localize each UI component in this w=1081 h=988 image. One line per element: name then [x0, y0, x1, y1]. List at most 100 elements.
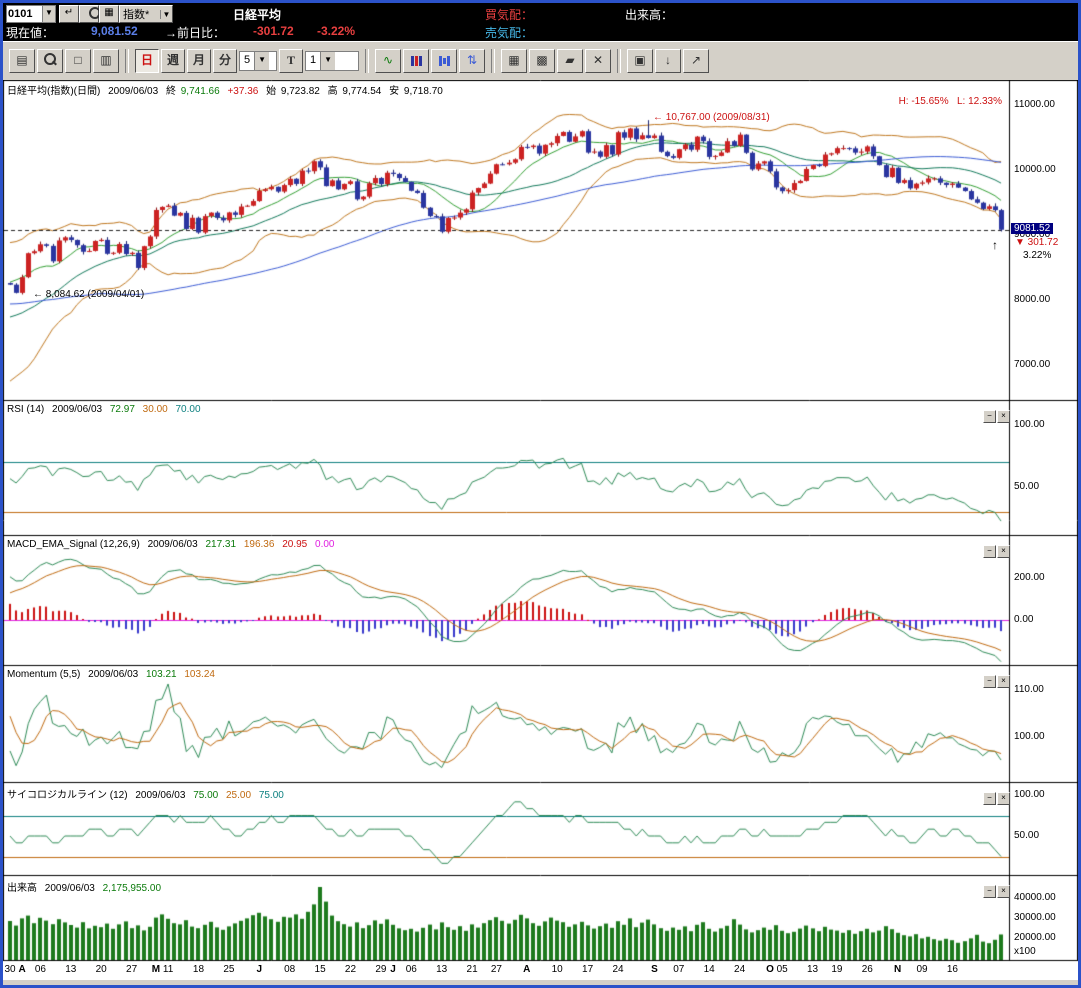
x-axis-tick-label: 06 [34, 964, 46, 975]
momentum-minimize-button[interactable]: − [983, 675, 996, 688]
x-axis-tick-label: 18 [192, 964, 205, 975]
bar-chart-button[interactable] [431, 49, 457, 73]
y-axis-label: 100.00 [1014, 731, 1045, 742]
rsi-upper-value: 70.00 [175, 404, 201, 415]
toolbar-separator [617, 49, 621, 73]
zoom-button[interactable] [37, 49, 63, 73]
x-axis-tick-label: 13 [436, 964, 448, 975]
y-axis-label: 0.00 [1014, 614, 1034, 625]
minute-interval-select[interactable]: 5 ▼ [239, 51, 277, 71]
psych-minimize-button[interactable]: − [983, 792, 996, 805]
y-axis-label: 10000.00 [1014, 164, 1056, 175]
x-axis-tick-label: 07 [673, 964, 685, 975]
delete-button[interactable]: ✕ [585, 49, 611, 73]
x-axis-tick-label: 09 [916, 964, 928, 975]
page-export-icon: ↓ [665, 53, 671, 67]
updown-button[interactable]: ⇅ [459, 49, 485, 73]
macd-close-button[interactable]: × [997, 545, 1010, 558]
x-axis-tick-label: 13 [806, 964, 819, 975]
low-value: 9,718.70 [403, 86, 443, 97]
macd-value: 217.31 [205, 539, 237, 550]
monthly-period-button[interactable]: 月 [187, 49, 211, 73]
x-axis-tick-label: S [651, 964, 658, 975]
marker-percent: 3.22% [1023, 250, 1052, 261]
high-annotation: ← 10,767.00 (2009/08/31) [653, 112, 770, 123]
candlestick-chart-button[interactable] [403, 49, 429, 73]
volume-quote-label: 出来高： [625, 8, 674, 22]
y-axis-label: 100.00 [1014, 419, 1045, 430]
enter-button[interactable]: ↵ [59, 5, 79, 23]
high-value: 9,774.54 [342, 86, 382, 97]
font-button[interactable]: T [279, 49, 303, 73]
copy-page-button[interactable]: ▥ [93, 49, 119, 73]
symbol-code-dropdown-arrow[interactable]: ▼ [42, 6, 55, 22]
x-axis-tick-label: 25 [223, 964, 235, 975]
save-layout-button[interactable]: ▣ [627, 49, 653, 73]
print-button[interactable]: ▤ [9, 49, 35, 73]
weekly-period-button[interactable]: 週 [161, 49, 185, 73]
current-price-marker: 9081.52 [1011, 223, 1054, 234]
page-open-button[interactable]: ↗ [683, 49, 709, 73]
line-chart-button[interactable]: ∿ [375, 49, 401, 73]
x-axis-tick-label: 27 [126, 964, 138, 975]
y-axis-label: 8000.00 [1014, 294, 1051, 305]
search-button[interactable] [79, 5, 101, 23]
pencil-grid-icon: ▩ [536, 53, 548, 67]
rsi-minimize-button[interactable]: − [983, 410, 996, 423]
volume-panel-header: 出来高 2009/06/03 2,175,955.00 [7, 879, 166, 894]
page-export-button[interactable]: ↓ [655, 49, 681, 73]
momentum-signal-value: 103.24 [184, 669, 215, 680]
x-axis-tick-label: A [18, 964, 26, 975]
eraser-button[interactable]: ▰ [557, 49, 583, 73]
momentum-date: 2009/06/03 [88, 669, 139, 680]
print-icon: ▤ [16, 53, 28, 67]
main-panel-header: 日経平均(指数)(日間) 2009/06/03 終 9,741.66 +37.3… [7, 82, 448, 97]
count-select-arrow-icon: ▼ [320, 52, 336, 70]
close-value: 9,741.66 [180, 86, 220, 97]
volume-title: 出来高 [7, 883, 37, 894]
grid-button[interactable]: ▦ [501, 49, 527, 73]
momentum-value: 103.21 [145, 669, 177, 680]
instrument-title: 日経平均 [233, 8, 282, 22]
macd-minimize-button[interactable]: − [983, 545, 996, 558]
minute-interval-arrow-icon: ▼ [254, 52, 270, 70]
rsi-close-button[interactable]: × [997, 410, 1010, 423]
x-axis-tick-label: 15 [314, 964, 326, 975]
x-axis-tick-label: 24 [612, 964, 624, 975]
x-axis-tick-label: 06 [405, 964, 417, 975]
current-price-value: 9,081.52 [91, 24, 138, 38]
macd-panel-header: MACD_EMA_Signal (12,26,9) 2009/06/03 217… [7, 539, 340, 550]
volume-minimize-button[interactable]: − [983, 885, 996, 898]
grid-icon: ▦ [508, 53, 520, 67]
momentum-close-button[interactable]: × [997, 675, 1010, 688]
y-axis-label: 9000.00 [1014, 229, 1051, 240]
zoom-icon [44, 53, 56, 65]
candlestick-icon [410, 53, 422, 67]
x-axis: 30 A 06 13 20 27 M 11 18 25 J 08 15 22 29 J 06 13 21 27 A 10 1… [3, 962, 1078, 979]
low-annotation: ← 8,084.62 (2009/04/01) [33, 289, 145, 300]
symbol-code-box: ▼ [6, 5, 56, 23]
market-select[interactable]: 指数* ▼ [119, 5, 173, 23]
chart-canvas[interactable] [3, 80, 1078, 962]
y-axis-label: 50.00 [1014, 481, 1040, 492]
save-layout-icon: ▣ [634, 53, 646, 67]
draw-button[interactable]: ▩ [529, 49, 555, 73]
chart-button[interactable]: ▦ [99, 5, 119, 23]
symbol-code-input[interactable] [7, 6, 42, 22]
psych-close-button[interactable]: × [997, 792, 1010, 805]
new-page-button[interactable]: □ [65, 49, 91, 73]
open-label: 始 [266, 86, 277, 97]
minute-period-button[interactable]: 分 [213, 49, 237, 73]
count-select[interactable]: 1 ▼ [305, 51, 359, 71]
prev-change-label: →前日比： [165, 26, 226, 40]
daily-period-button[interactable]: 日 [135, 49, 159, 73]
rsi-panel-buttons: − × [983, 405, 1011, 423]
volume-close-button[interactable]: × [997, 885, 1010, 898]
x-axis-tick-label: 24 [734, 964, 746, 975]
x-axis-tick-label: 26 [861, 964, 873, 975]
toolbar-separator [365, 49, 369, 73]
marker-change: ▼ 301.72 [1015, 237, 1059, 248]
high-low-percent: H: -15.65% L: 12.33% [899, 96, 1002, 107]
rsi-date: 2009/06/03 [52, 404, 103, 415]
